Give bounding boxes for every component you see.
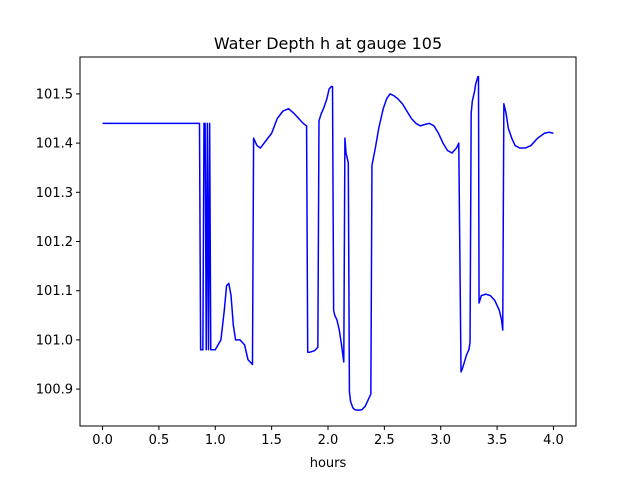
plot-background [80,57,576,426]
y-tick-label: 100.9 [36,383,73,398]
x-tick-label: 2.5 [374,433,395,448]
x-tick-label: 1.5 [261,433,282,448]
chart-title: Water Depth h at gauge 105 [214,34,442,53]
x-tick-label: 3.5 [487,433,508,448]
x-tick-label: 1.0 [205,433,226,448]
y-tick-label: 101.5 [36,87,73,102]
x-tick-label: 0.5 [149,433,170,448]
series-line-1 [102,75,554,412]
y-tick-label: 101.0 [36,333,73,348]
y-tick-label: 101.1 [36,284,73,299]
y-tick-label: 101.3 [36,186,73,201]
x-axis-label: hours [310,456,347,471]
y-tick-label: 101.4 [36,137,73,152]
y-axis: 100.9 101.0 101.1 101.2 101.3 101.4 101.5 [36,87,80,398]
x-tick-label: 0.0 [92,433,113,448]
x-tick-label: 2.0 [318,433,339,448]
plot-area [79,56,577,427]
x-tick-label: 4.0 [543,433,564,448]
x-tick-label: 3.0 [430,433,451,448]
x-axis: 0.0 0.5 1.0 1.5 2.0 2.5 3.0 3.5 4.0 [92,426,564,448]
y-tick-label: 101.2 [36,235,73,250]
